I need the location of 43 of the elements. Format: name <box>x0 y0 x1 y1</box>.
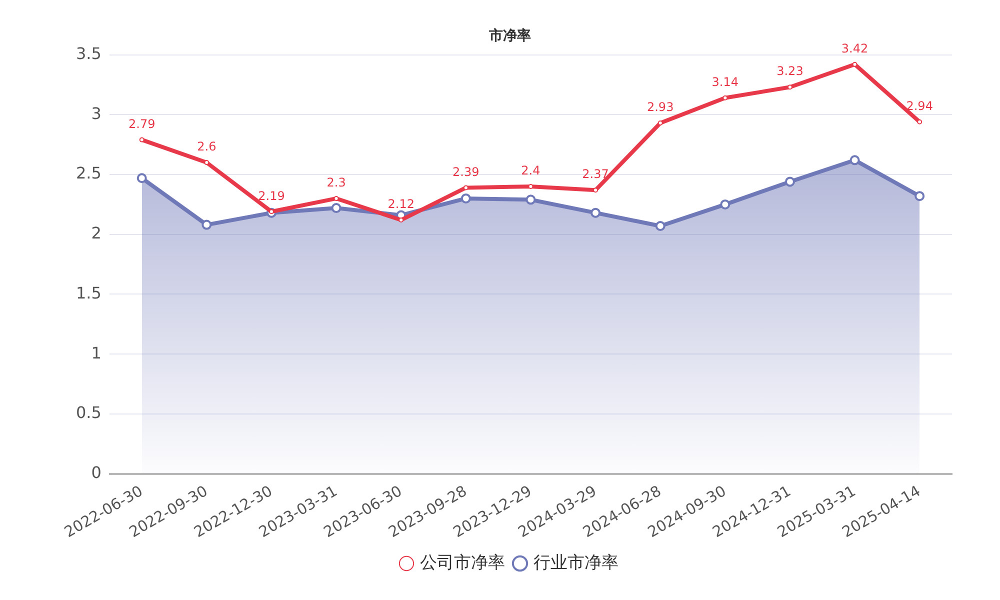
data-label: 2.4 <box>521 164 540 178</box>
legend-label: 公司市净率 <box>420 552 505 573</box>
data-label: 3.14 <box>712 75 739 90</box>
y-tick-label: 3 <box>91 104 102 123</box>
legend-label: 行业市净率 <box>534 552 618 573</box>
y-tick-label: 1 <box>91 343 102 362</box>
data-label: 2.79 <box>128 116 156 131</box>
point <box>334 196 339 201</box>
data-label: 3.42 <box>841 42 868 56</box>
y-tick-label: 3.5 <box>76 44 102 63</box>
point <box>720 199 730 210</box>
point <box>202 220 212 230</box>
point <box>914 191 925 202</box>
point <box>398 218 404 223</box>
y-tick-label: 2.5 <box>76 164 102 183</box>
point <box>204 160 210 166</box>
y-tick-label: 0.5 <box>76 403 102 422</box>
data-label: 2.39 <box>452 164 480 179</box>
data-label: 2.12 <box>388 197 414 212</box>
point <box>526 194 536 205</box>
data-label: 2.94 <box>906 98 933 113</box>
data-label: 3.23 <box>776 64 804 78</box>
y-tick-label: 0 <box>91 462 102 482</box>
point <box>331 203 342 214</box>
data-label: 2.3 <box>326 176 346 190</box>
point <box>850 155 860 166</box>
point <box>463 185 468 190</box>
point <box>136 173 147 184</box>
data-label: 2.19 <box>258 188 285 203</box>
point <box>658 120 663 126</box>
data-label: 2.6 <box>197 140 216 154</box>
point <box>139 137 144 142</box>
point <box>655 221 666 231</box>
point <box>852 62 858 67</box>
data-label: 2.37 <box>582 167 609 182</box>
point <box>460 193 471 204</box>
point <box>590 208 601 218</box>
point <box>784 176 795 187</box>
y-tick-label: 2 <box>91 224 102 243</box>
chart-title: 市净率 <box>488 27 531 44</box>
point <box>917 119 922 124</box>
y-tick-label: 1.5 <box>76 283 102 302</box>
data-label: 2.93 <box>646 100 674 114</box>
